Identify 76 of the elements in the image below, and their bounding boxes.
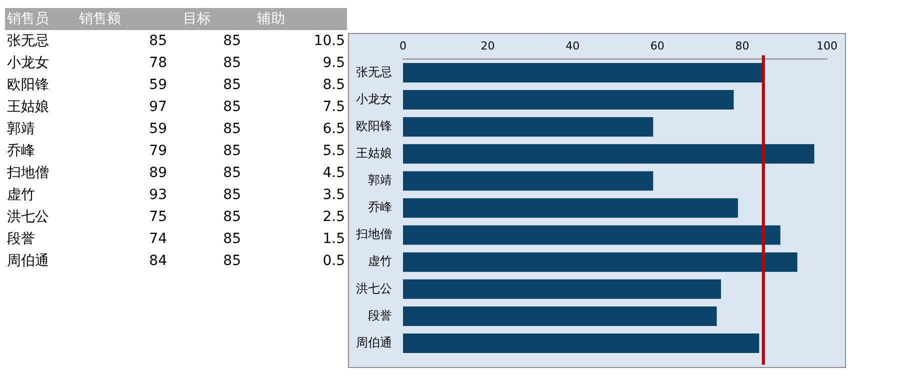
data-label: 59 xyxy=(148,76,168,95)
x-tick-label: 40 xyxy=(566,39,580,52)
category-label: 周伯通 xyxy=(6,252,50,271)
data-label: 3.5 xyxy=(322,186,346,205)
bar xyxy=(403,252,798,272)
y-tick-label: 王姑娘 xyxy=(356,146,392,160)
data-label: 85 xyxy=(222,252,242,271)
data-label: 97 xyxy=(148,98,168,117)
data-label: 84 xyxy=(148,252,168,271)
data-label: 8.5 xyxy=(322,76,346,95)
bar xyxy=(403,90,734,110)
data-label: 2.5 xyxy=(322,208,346,227)
x-tick-label: 20 xyxy=(480,39,495,52)
data-label: 6.5 xyxy=(322,120,346,139)
data-label: 9.5 xyxy=(322,54,346,73)
data-label: 74 xyxy=(148,230,168,249)
data-label: 85 xyxy=(222,230,242,249)
data-label: 7.5 xyxy=(322,98,346,117)
y-tick-label: 郭靖 xyxy=(368,173,392,188)
data-label: 1.5 xyxy=(322,230,346,249)
data-label: 85 xyxy=(222,186,242,205)
data-label: 93 xyxy=(148,186,168,205)
data-label: 85 xyxy=(222,98,242,117)
data-label: 85 xyxy=(222,142,242,161)
bar xyxy=(403,225,780,245)
y-tick-label: 张无忌 xyxy=(356,64,392,79)
data-label: 75 xyxy=(148,208,168,227)
data-label: 79 xyxy=(148,142,168,161)
x-tick-label: 60 xyxy=(650,39,664,52)
category-label: 欧阳锋 xyxy=(6,76,50,95)
category-label: 郭靖 xyxy=(6,120,36,139)
data-label: 89 xyxy=(148,164,168,183)
y-tick-label: 洪七公 xyxy=(356,281,392,296)
data-label: 59 xyxy=(148,120,168,139)
category-label: 小龙女 xyxy=(6,54,50,73)
category-label: 王姑娘 xyxy=(6,98,50,117)
y-tick-label: 周伯通 xyxy=(356,335,392,350)
bar xyxy=(403,306,717,326)
category-label: 洪七公 xyxy=(6,208,50,227)
data-label: 85 xyxy=(148,32,168,51)
text: 目标 xyxy=(182,10,212,29)
category-label: 乔峰 xyxy=(6,142,36,161)
data-label: 85 xyxy=(222,164,242,183)
data-label: 85 xyxy=(222,76,242,95)
data-label: 10.5 xyxy=(312,32,346,51)
text: 销售额 xyxy=(78,10,122,29)
text: 销售员 xyxy=(6,10,50,29)
bar xyxy=(403,279,721,299)
bar xyxy=(403,117,654,137)
category-label: 张无忌 xyxy=(6,32,50,51)
bar xyxy=(403,198,738,218)
data-label: 0.5 xyxy=(322,252,346,271)
data-label: 4.5 xyxy=(322,164,346,183)
bar xyxy=(403,171,654,191)
data-label: 85 xyxy=(222,208,242,227)
data-label: 85 xyxy=(222,32,242,51)
category-label: 虚竹 xyxy=(6,186,36,205)
y-tick-label: 乔峰 xyxy=(368,200,392,214)
y-tick-label: 虚竹 xyxy=(368,254,392,268)
data-label: 5.5 xyxy=(322,142,346,161)
y-tick-label: 小龙女 xyxy=(356,92,392,106)
data-label: 78 xyxy=(148,54,168,73)
bar xyxy=(403,334,760,354)
data-label: 85 xyxy=(222,120,242,139)
category-label: 段誉 xyxy=(6,230,36,249)
x-tick-label: 0 xyxy=(400,39,406,52)
y-tick-label: 扫地僧 xyxy=(355,227,392,242)
x-tick-label: 100 xyxy=(816,39,838,52)
category-label: 扫地僧 xyxy=(6,164,50,183)
y-tick-label: 欧阳锋 xyxy=(356,118,392,133)
x-tick-label: 80 xyxy=(735,39,750,52)
bar xyxy=(403,62,764,82)
y-tick-label: 段誉 xyxy=(368,308,392,322)
data-label: 85 xyxy=(222,54,242,73)
text: 辅助 xyxy=(256,10,286,29)
bar xyxy=(403,144,814,164)
